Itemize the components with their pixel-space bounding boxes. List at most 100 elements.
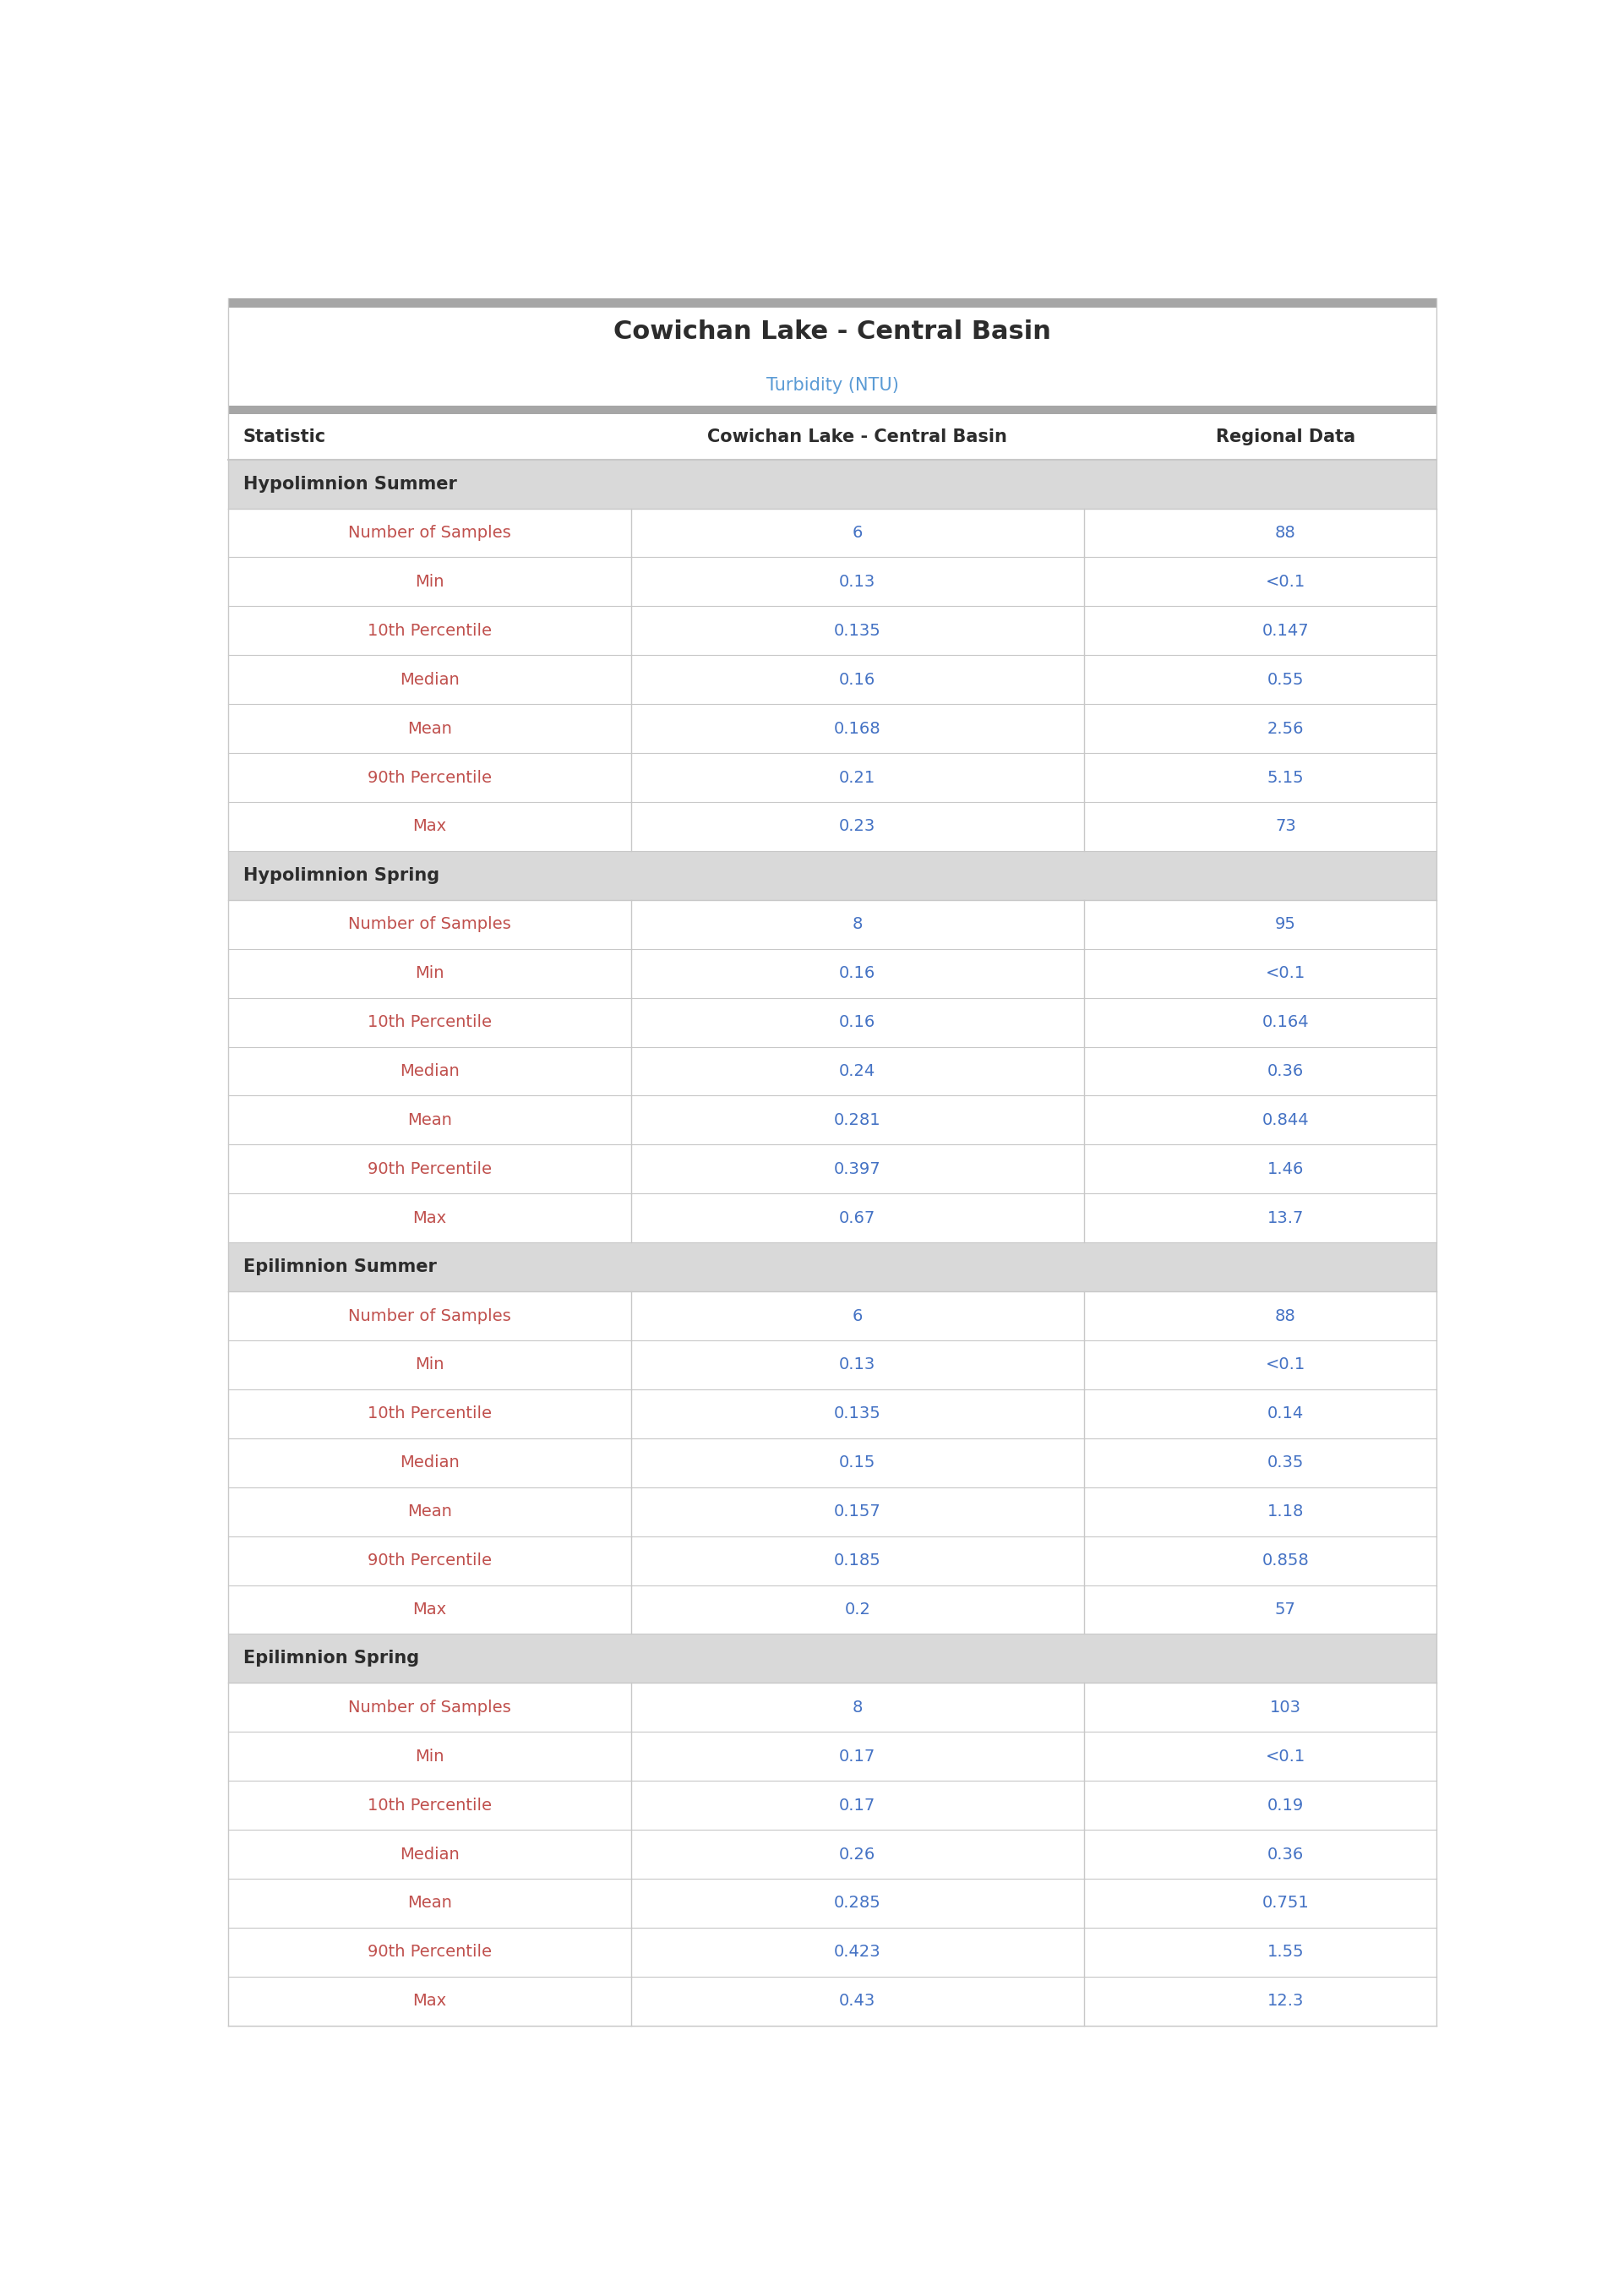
Text: 0.67: 0.67 bbox=[840, 1210, 875, 1226]
Text: Number of Samples: Number of Samples bbox=[348, 1700, 512, 1716]
Text: 0.55: 0.55 bbox=[1267, 672, 1304, 688]
Bar bbox=[227, 1682, 1436, 1732]
Text: 0.135: 0.135 bbox=[833, 622, 882, 638]
Text: 0.16: 0.16 bbox=[840, 672, 875, 688]
Text: 12.3: 12.3 bbox=[1267, 1993, 1304, 2009]
Text: 0.16: 0.16 bbox=[840, 1015, 875, 1031]
Text: 0.147: 0.147 bbox=[1262, 622, 1309, 638]
Bar bbox=[227, 704, 1436, 754]
Text: 0.36: 0.36 bbox=[1267, 1846, 1304, 1861]
Text: 0.35: 0.35 bbox=[1267, 1455, 1304, 1471]
Text: 90th Percentile: 90th Percentile bbox=[367, 1160, 492, 1178]
Text: 0.43: 0.43 bbox=[840, 1993, 875, 2009]
Text: 0.281: 0.281 bbox=[835, 1112, 880, 1128]
Text: 6: 6 bbox=[853, 1308, 862, 1323]
Bar bbox=[227, 1732, 1436, 1782]
Bar bbox=[227, 754, 1436, 801]
Text: Median: Median bbox=[400, 1062, 460, 1078]
Text: 88: 88 bbox=[1275, 1308, 1296, 1323]
Text: Mean: Mean bbox=[408, 1112, 451, 1128]
Text: Mean: Mean bbox=[408, 1895, 451, 1911]
Text: 0.23: 0.23 bbox=[840, 819, 875, 835]
Text: 0.26: 0.26 bbox=[840, 1846, 875, 1861]
Text: 0.15: 0.15 bbox=[840, 1455, 875, 1471]
Bar bbox=[227, 1927, 1436, 1977]
Text: 0.858: 0.858 bbox=[1262, 1553, 1309, 1569]
Text: 103: 103 bbox=[1270, 1700, 1301, 1716]
Bar bbox=[227, 1046, 1436, 1096]
Bar bbox=[227, 459, 1436, 508]
Text: <0.1: <0.1 bbox=[1265, 574, 1306, 590]
Text: 95: 95 bbox=[1275, 917, 1296, 933]
Text: Min: Min bbox=[416, 574, 443, 590]
Text: Cowichan Lake - Central Basin: Cowichan Lake - Central Basin bbox=[708, 429, 1007, 445]
Text: 0.164: 0.164 bbox=[1262, 1015, 1309, 1031]
Bar bbox=[227, 1242, 1436, 1292]
Text: Number of Samples: Number of Samples bbox=[348, 917, 512, 933]
Text: 1.18: 1.18 bbox=[1267, 1503, 1304, 1519]
Text: Min: Min bbox=[416, 1357, 443, 1373]
Bar bbox=[227, 949, 1436, 999]
Text: Min: Min bbox=[416, 965, 443, 981]
Text: 6: 6 bbox=[853, 524, 862, 540]
Text: 13.7: 13.7 bbox=[1267, 1210, 1304, 1226]
Bar bbox=[227, 1292, 1436, 1339]
Bar bbox=[227, 1194, 1436, 1242]
Text: 10th Percentile: 10th Percentile bbox=[367, 622, 492, 638]
Text: 10th Percentile: 10th Percentile bbox=[367, 1015, 492, 1031]
Text: Epilimnion Spring: Epilimnion Spring bbox=[244, 1650, 419, 1666]
Bar bbox=[227, 656, 1436, 704]
Text: 0.844: 0.844 bbox=[1262, 1112, 1309, 1128]
Text: Median: Median bbox=[400, 672, 460, 688]
Bar bbox=[227, 801, 1436, 851]
Bar bbox=[227, 1144, 1436, 1194]
Text: 73: 73 bbox=[1275, 819, 1296, 835]
Text: 0.2: 0.2 bbox=[844, 1603, 870, 1619]
Text: 0.17: 0.17 bbox=[840, 1798, 875, 1814]
Text: 10th Percentile: 10th Percentile bbox=[367, 1405, 492, 1421]
Bar bbox=[227, 558, 1436, 606]
Text: Mean: Mean bbox=[408, 1503, 451, 1519]
Text: 0.423: 0.423 bbox=[835, 1943, 880, 1961]
Text: Number of Samples: Number of Samples bbox=[348, 1308, 512, 1323]
Bar bbox=[227, 999, 1436, 1046]
Text: 0.751: 0.751 bbox=[1262, 1895, 1309, 1911]
Text: Max: Max bbox=[412, 1603, 447, 1619]
Text: 10th Percentile: 10th Percentile bbox=[367, 1798, 492, 1814]
Text: 0.397: 0.397 bbox=[835, 1160, 880, 1178]
Text: 0.21: 0.21 bbox=[840, 770, 875, 785]
Text: 88: 88 bbox=[1275, 524, 1296, 540]
Text: 1.46: 1.46 bbox=[1267, 1160, 1304, 1178]
Text: Hypolimnion Spring: Hypolimnion Spring bbox=[244, 867, 440, 883]
Text: 0.36: 0.36 bbox=[1267, 1062, 1304, 1078]
Text: 0.285: 0.285 bbox=[833, 1895, 882, 1911]
Text: 90th Percentile: 90th Percentile bbox=[367, 1943, 492, 1961]
Bar bbox=[227, 1096, 1436, 1144]
Bar bbox=[227, 300, 1436, 306]
Text: Max: Max bbox=[412, 1210, 447, 1226]
Text: Epilimnion Summer: Epilimnion Summer bbox=[244, 1258, 437, 1276]
Bar bbox=[227, 1782, 1436, 1830]
Text: 0.14: 0.14 bbox=[1267, 1405, 1304, 1421]
Text: 0.13: 0.13 bbox=[840, 574, 875, 590]
Bar bbox=[227, 508, 1436, 558]
Text: 0.168: 0.168 bbox=[835, 720, 880, 738]
Text: 0.24: 0.24 bbox=[840, 1062, 875, 1078]
Text: Min: Min bbox=[416, 1748, 443, 1764]
Text: 90th Percentile: 90th Percentile bbox=[367, 770, 492, 785]
Bar bbox=[227, 1439, 1436, 1487]
Text: Max: Max bbox=[412, 819, 447, 835]
Text: 1.55: 1.55 bbox=[1267, 1943, 1304, 1961]
Bar bbox=[227, 1830, 1436, 1880]
Text: 90th Percentile: 90th Percentile bbox=[367, 1553, 492, 1569]
Text: 57: 57 bbox=[1275, 1603, 1296, 1619]
Text: 8: 8 bbox=[853, 1700, 862, 1716]
Text: Median: Median bbox=[400, 1846, 460, 1861]
Text: Cowichan Lake - Central Basin: Cowichan Lake - Central Basin bbox=[614, 320, 1051, 345]
Bar bbox=[227, 1584, 1436, 1634]
Bar bbox=[227, 899, 1436, 949]
Bar bbox=[227, 413, 1436, 459]
Text: 0.135: 0.135 bbox=[833, 1405, 882, 1421]
Bar bbox=[227, 1977, 1436, 2025]
Text: 0.19: 0.19 bbox=[1267, 1798, 1304, 1814]
